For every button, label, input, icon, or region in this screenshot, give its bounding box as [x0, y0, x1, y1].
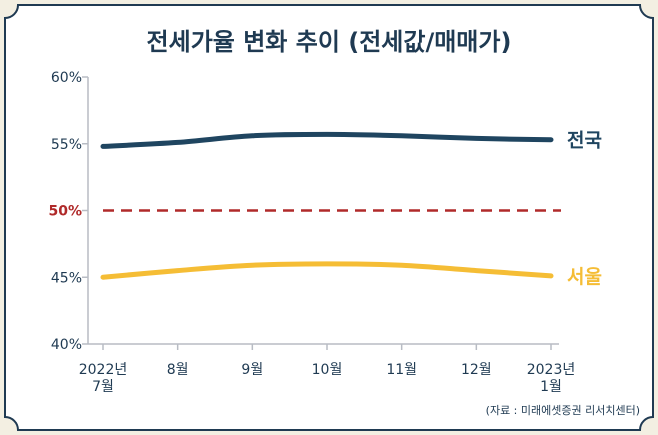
x-tick-label: 12월: [461, 362, 492, 378]
x-tick-label: 2022년 7월: [79, 362, 128, 395]
x-tick-label-line: 10월: [312, 362, 343, 378]
x-tick-label: 8월: [167, 362, 189, 378]
chart-title: 전세가율 변화 추이 (전세값/매매가): [147, 28, 512, 56]
series-label: 전국: [567, 130, 602, 152]
y-tick-label: 50%: [48, 204, 82, 220]
x-tick-label: 2023년 1월: [527, 362, 576, 395]
x-tick-label-line: 12월: [461, 362, 492, 378]
x-tick-label-line: 1월: [540, 379, 562, 395]
x-tick-label-line: 7월: [92, 379, 114, 395]
x-tick-label-line: 2023년: [527, 362, 576, 378]
x-tick-label-line: 2022년: [79, 362, 128, 378]
y-tick-label: 40%: [51, 337, 82, 353]
y-tick-label: 55%: [51, 137, 82, 153]
x-tick-label: 10월: [312, 362, 343, 378]
y-axis: 40% 45% 50% 55% 60%: [48, 70, 89, 353]
x-tick-label-line: 11월: [386, 362, 417, 378]
x-tick-label-line: 8월: [167, 362, 189, 378]
source-note: (자료 : 미래에셋증권 리서치센터): [486, 404, 640, 417]
x-tick-label: 9월: [241, 362, 263, 378]
series-line-서울: [100, 261, 554, 280]
chart-panel: [4, 4, 654, 431]
x-axis: 2022년 7월 8월 9월 10월 11월 12월 2023년 1월: [79, 343, 576, 395]
x-tick-label-line: 9월: [241, 362, 263, 378]
series-label: 서울: [567, 266, 602, 288]
x-tick-label: 11월: [386, 362, 417, 378]
y-tick-label: 45%: [51, 270, 82, 286]
series-line-전국: [100, 131, 554, 149]
y-tick-label: 60%: [51, 70, 82, 86]
